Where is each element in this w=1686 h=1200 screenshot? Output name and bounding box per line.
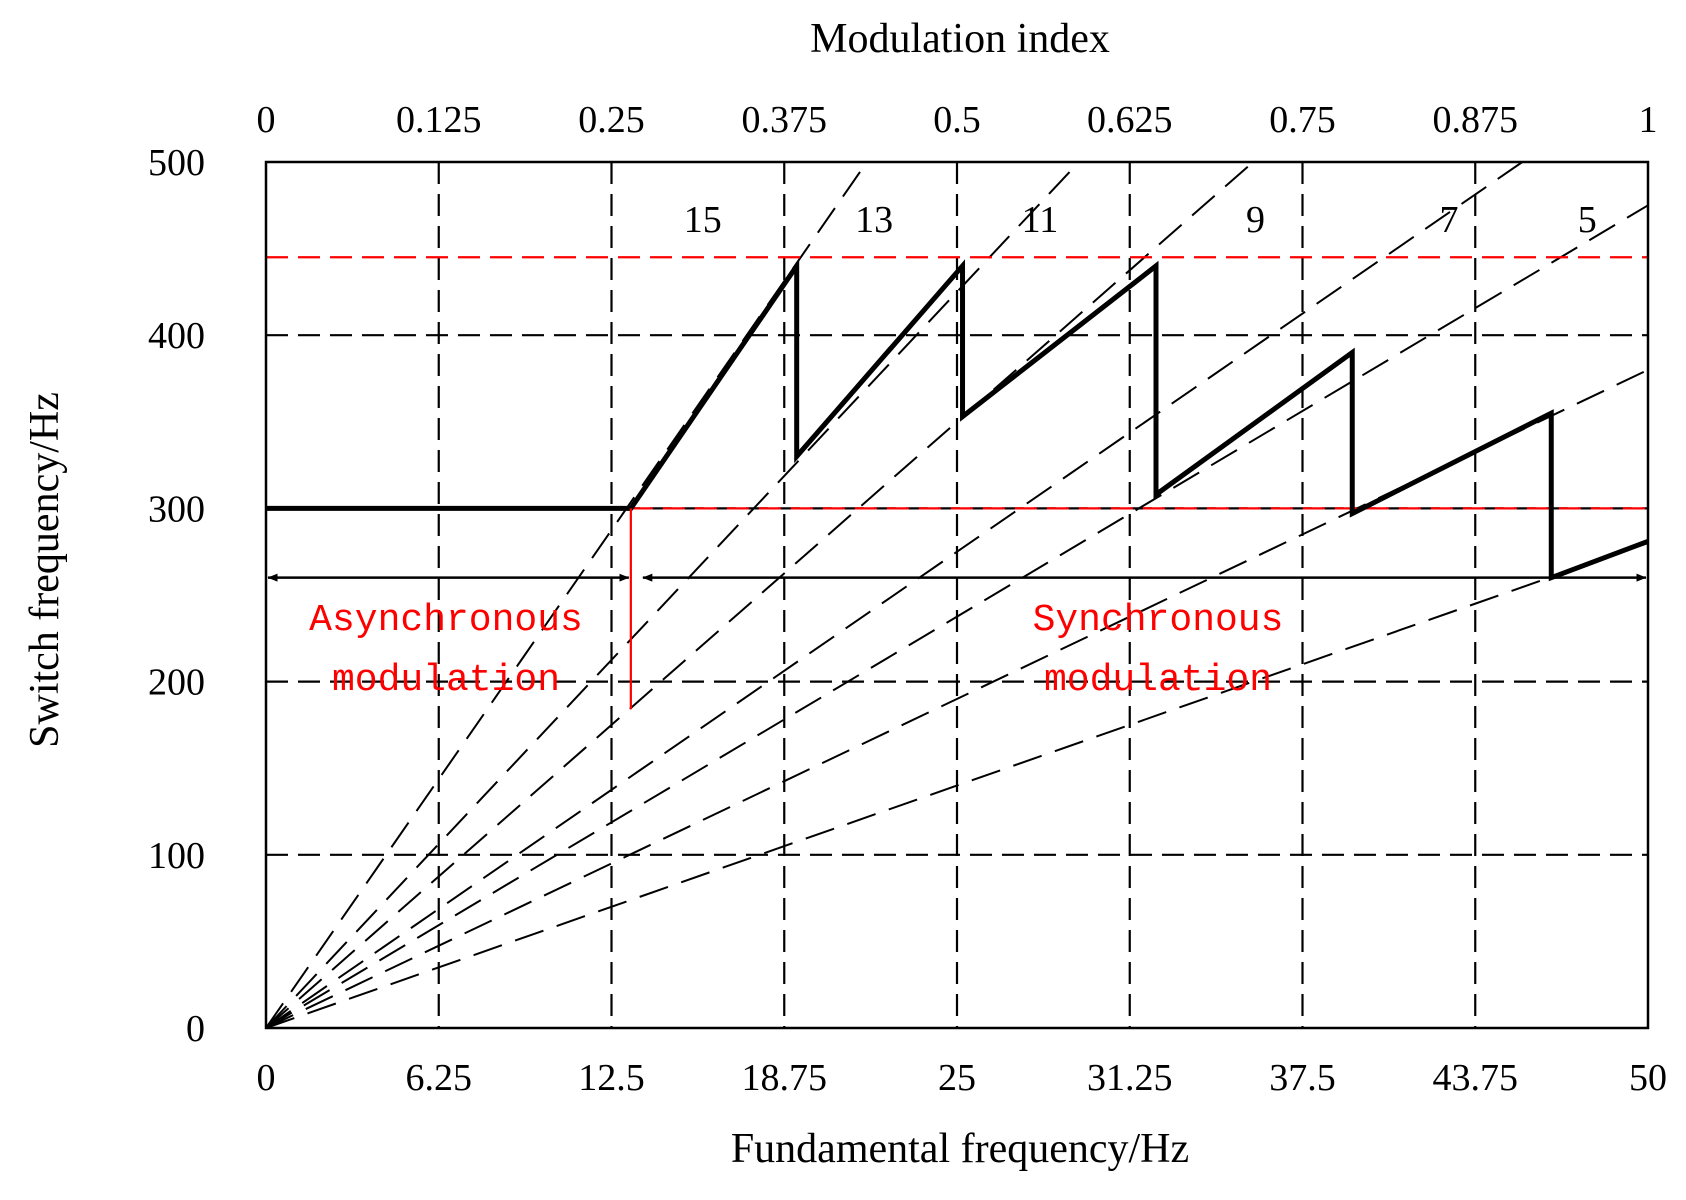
sync-annotation-line2: modulation (1044, 659, 1272, 702)
y-tick-label: 300 (148, 488, 205, 530)
reference-ray (265, 161, 1080, 1029)
top-tick-label: 0.75 (1269, 99, 1336, 141)
top-tick-label: 0.375 (742, 99, 828, 141)
reference-ray (265, 368, 1649, 1029)
x-axis-title: Fundamental frequency/Hz (731, 1126, 1189, 1172)
carrier-ratio-labels: 15 13 11 9 7 5 (684, 199, 1597, 241)
top-tick-label: 0.25 (578, 99, 645, 141)
reference-ray (265, 204, 1649, 1029)
x-tick-label: 25 (938, 1057, 976, 1099)
top-tick-label: 0.125 (396, 99, 482, 141)
grid-lines (266, 162, 1648, 1028)
switch-frequency-line (266, 257, 1649, 582)
x-tick-labels: 0 6.25 12.5 18.75 25 31.25 37.5 43.75 50 (257, 1057, 1668, 1099)
frequency-limits (266, 256, 1648, 510)
y-tick-label: 500 (148, 142, 205, 184)
reference-ray (265, 161, 1254, 1029)
x-tick-label: 18.75 (742, 1057, 828, 1099)
y-tick-label: 100 (148, 835, 205, 877)
x-tick-label: 31.25 (1087, 1057, 1173, 1099)
async-annotation-line1: Asynchronous (309, 599, 583, 642)
x-tick-label: 0 (257, 1057, 276, 1099)
x-tick-label: 50 (1629, 1057, 1667, 1099)
y-tick-label: 0 (186, 1008, 205, 1050)
x-tick-label: 12.5 (578, 1057, 645, 1099)
carrier-ratio-label: 9 (1246, 199, 1265, 241)
x-tick-label: 37.5 (1269, 1057, 1336, 1099)
top-tick-label: 1 (1639, 99, 1658, 141)
top-tick-label: 0.625 (1087, 99, 1173, 141)
sync-annotation-line1: Synchronous (1033, 599, 1284, 642)
carrier-ratio-label: 7 (1439, 199, 1458, 241)
top-axis-title: Modulation index (810, 16, 1110, 62)
plot-frame (264, 160, 1650, 1030)
y-tick-label: 400 (148, 315, 205, 357)
carrier-ratio-label: 11 (1022, 199, 1059, 241)
reference-ray (265, 542, 1649, 1029)
x-tick-label: 6.25 (406, 1057, 473, 1099)
x-tick-label: 43.75 (1433, 1057, 1519, 1099)
reference-ray (265, 161, 1523, 1029)
carrier-ratio-label: 13 (855, 199, 893, 241)
top-tick-label: 0 (257, 99, 276, 141)
y-tick-label: 200 (148, 662, 205, 704)
top-tick-label: 0.875 (1433, 99, 1519, 141)
top-tick-labels: 0 0.125 0.25 0.375 0.5 0.625 0.75 0.875 1 (257, 99, 1658, 141)
y-tick-labels: 0 100 200 300 400 500 (148, 142, 205, 1050)
reference-rays (265, 161, 1649, 1029)
top-tick-label: 0.5 (933, 99, 981, 141)
carrier-ratio-label: 5 (1578, 199, 1597, 241)
async-annotation-line2: modulation (332, 659, 560, 702)
y-axis-title: Switch frequency/Hz (22, 392, 68, 748)
carrier-ratio-label: 15 (684, 199, 722, 241)
